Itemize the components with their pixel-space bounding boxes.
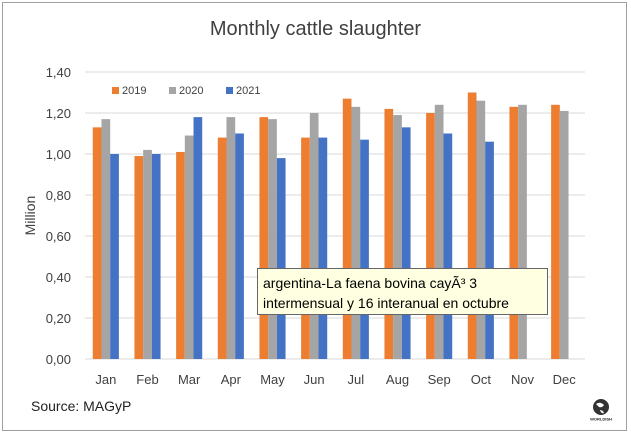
y-tick-label: 0,60	[46, 229, 71, 244]
bar-2019-Aug	[384, 108, 394, 360]
legend-label-2021: 2021	[236, 85, 260, 97]
y-tick-label: 1,20	[46, 106, 71, 121]
bar-2020-Oct	[476, 100, 486, 359]
globe-logo-icon: WORLDISH	[589, 399, 613, 422]
bar-2019-Jul	[342, 98, 352, 360]
bar-2020-Nov	[518, 104, 527, 359]
bar-2020-Feb	[143, 149, 152, 359]
x-tick-label: Apr	[221, 372, 242, 387]
x-tick-label: Mar	[178, 372, 201, 387]
svg-text:WORLDISH: WORLDISH	[590, 417, 612, 422]
x-tick-label: Nov	[511, 372, 535, 387]
bar-2019-May	[259, 117, 269, 359]
source-note: Source: MAGyP	[31, 398, 132, 414]
bar-2019-Jan	[92, 127, 102, 359]
y-axis-label: Million	[22, 196, 38, 236]
bar-2020-Apr	[226, 117, 236, 359]
legend-label-2019: 2019	[122, 85, 146, 97]
bar-2019-Oct	[467, 92, 477, 359]
bar-2019-Feb	[134, 156, 144, 359]
chart-title: Monthly cattle slaughter	[209, 18, 422, 40]
bar-2021-Sep	[443, 133, 453, 359]
bar-2019-Nov	[509, 106, 519, 359]
bar-2021-Feb	[151, 154, 161, 359]
bar-2019-Dec	[551, 104, 560, 359]
legend-label-2020: 2020	[179, 85, 203, 97]
legend-swatch-2021	[226, 87, 233, 94]
y-tick-label: 0,40	[46, 270, 71, 285]
x-tick-label: Aug	[386, 372, 409, 387]
bar-2020-Aug	[393, 115, 402, 359]
x-tick-label: Jul	[348, 372, 365, 387]
bar-2021-Oct	[485, 141, 494, 359]
y-tick-label: 0,20	[46, 311, 71, 326]
x-tick-label: Dec	[553, 372, 577, 387]
bar-2020-Jul	[351, 106, 361, 359]
bar-2021-Mar	[193, 117, 203, 359]
bar-2020-Sep	[434, 104, 444, 359]
bar-2021-Aug	[401, 127, 411, 359]
bar-2021-Apr	[235, 133, 244, 359]
legend-swatch-2020	[169, 87, 176, 94]
x-tick-label: Jun	[304, 372, 325, 387]
y-tick-label: 0,80	[46, 188, 71, 203]
bar-2020-Mar	[184, 135, 194, 359]
x-tick-label: Oct	[471, 372, 492, 387]
bar-2020-Jan	[101, 119, 111, 360]
x-tick-label: Sep	[428, 372, 451, 387]
bar-2020-May	[268, 119, 277, 360]
x-tick-label: Jan	[95, 372, 116, 387]
bar-2021-Jul	[360, 139, 369, 359]
y-tick-label: 1,40	[46, 65, 71, 80]
y-tick-label: 0,00	[46, 352, 71, 367]
tooltip: argentina-La faena bovina cayÃ³ 3 interm…	[257, 268, 548, 315]
bar-2021-Jun	[318, 137, 328, 359]
bar-2020-Jun	[309, 113, 319, 359]
bar-2019-Jun	[301, 137, 310, 359]
x-tick-label: May	[260, 372, 285, 387]
bar-2019-Mar	[176, 151, 185, 359]
bar-2019-Apr	[217, 137, 227, 359]
bar-2019-Sep	[426, 113, 435, 359]
bar-2020-Dec	[559, 110, 569, 359]
bar-2021-Jan	[110, 154, 119, 359]
bar-2021-May	[276, 158, 286, 359]
y-tick-label: 1,00	[46, 147, 71, 162]
x-tick-label: Feb	[136, 372, 158, 387]
legend-swatch-2019	[112, 87, 119, 94]
chart-frame	[2, 2, 627, 431]
